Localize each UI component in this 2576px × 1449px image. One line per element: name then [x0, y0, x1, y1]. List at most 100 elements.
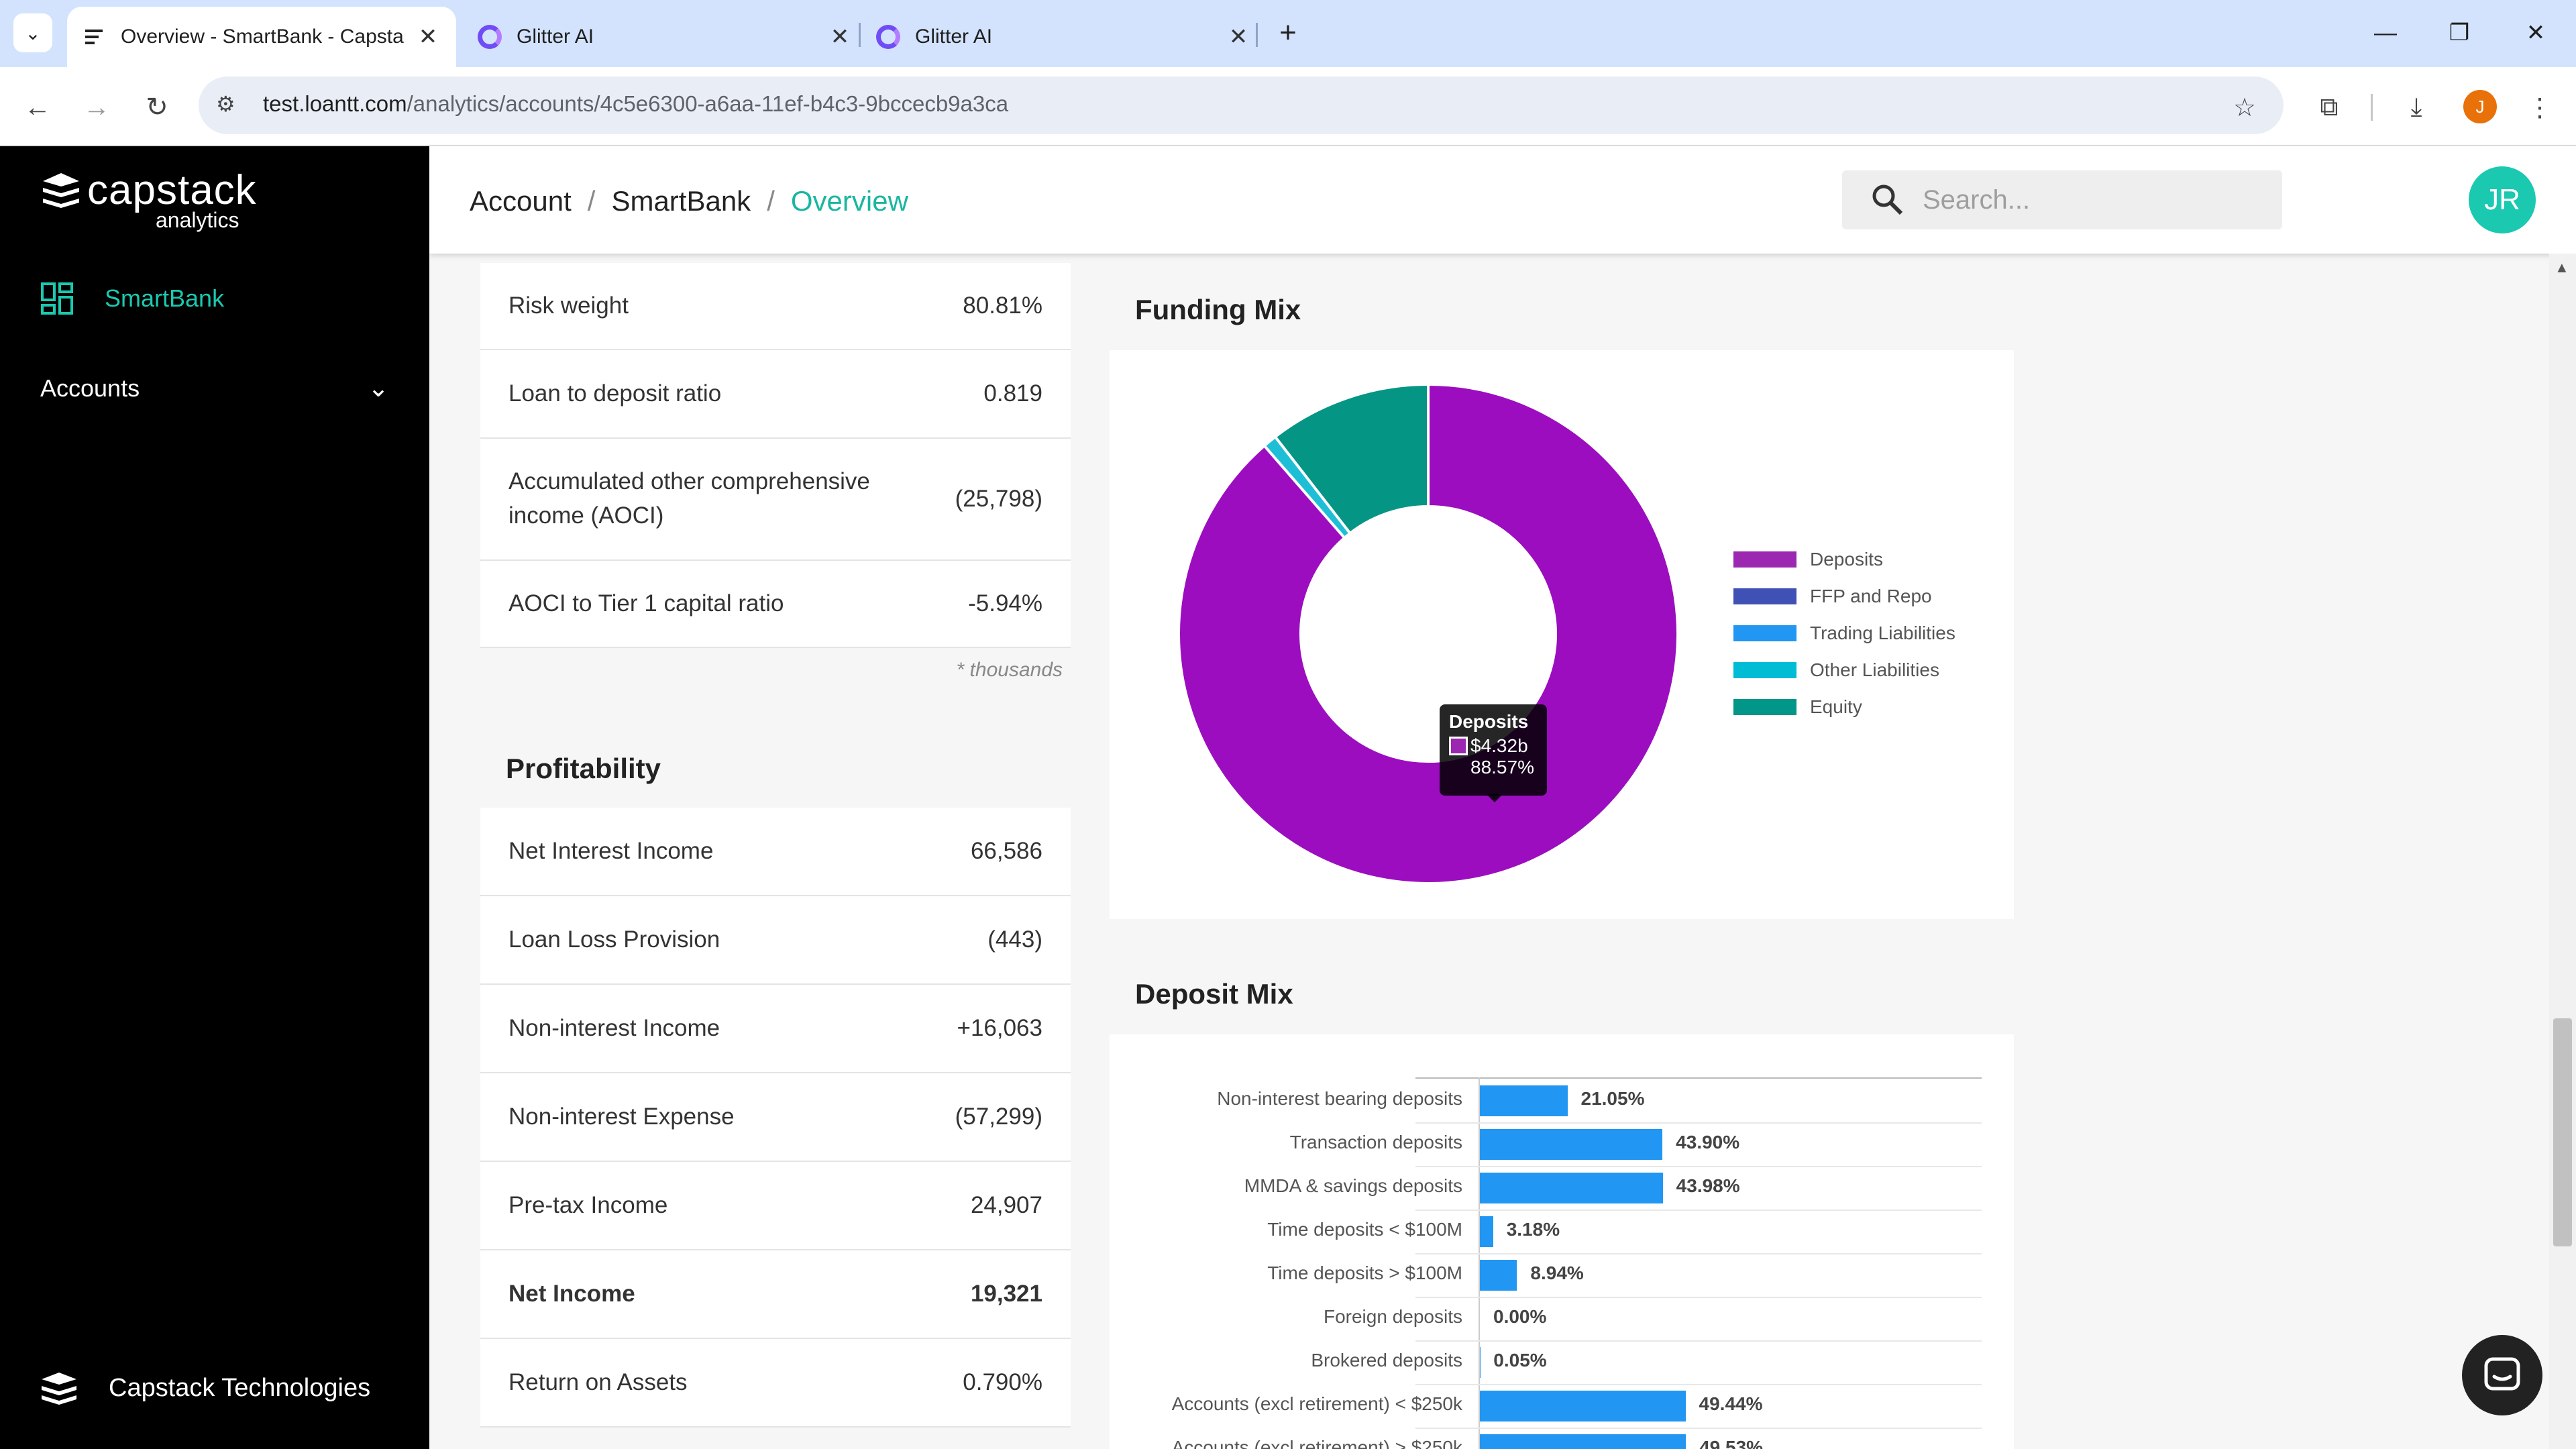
breadcrumb-smartbank[interactable]: SmartBank — [611, 185, 751, 217]
footer-logo-icon — [42, 1373, 76, 1405]
metric-value: -5.94% — [968, 590, 1042, 616]
donut-slice-equity[interactable] — [1273, 382, 1430, 535]
bar-value-label: 8.94% — [1530, 1263, 1584, 1283]
reload-icon[interactable]: ↻ — [146, 93, 168, 122]
profitability-row: Non-interest Income +16,063 — [480, 985, 1071, 1073]
deposit-mix-bar[interactable] — [1480, 1129, 1663, 1160]
tooltip-swatch — [1449, 737, 1468, 755]
chevron-down-icon: ⌄ — [368, 374, 389, 402]
browser-tab-active[interactable]: Overview - SmartBank - Capsta ✕ — [67, 7, 456, 67]
legend-item[interactable]: FFP and Repo — [1733, 586, 1932, 607]
forward-icon[interactable]: → — [83, 92, 110, 122]
sidebar-item-smartbank[interactable]: SmartBank — [40, 282, 224, 315]
bookmark-star-icon[interactable]: ☆ — [2233, 93, 2257, 122]
legend-label: Equity — [1810, 696, 1862, 717]
donut-slice-deposits[interactable] — [1177, 382, 1679, 885]
scroll-up-icon[interactable]: ▲ — [2555, 259, 2569, 276]
metric-label: Net Interest Income — [508, 838, 714, 864]
site-info-icon[interactable]: ⚙ — [216, 92, 235, 116]
url-text[interactable]: test.loantt.com/analytics/accounts/4c5e6… — [263, 91, 1009, 116]
legend-swatch — [1733, 699, 1796, 715]
bar-value-label: 49.44% — [1699, 1393, 1763, 1414]
tab-title: Glitter AI — [517, 25, 594, 48]
metric-value: (25,798) — [955, 486, 1042, 512]
bar-category-label: Transaction deposits — [1289, 1132, 1462, 1152]
page-scrollbar[interactable] — [2549, 254, 2576, 1449]
grid-line — [1415, 1166, 1982, 1167]
tab-close-icon[interactable]: ✕ — [1228, 24, 1248, 50]
metric-label: Accumulated other comprehensive income (… — [508, 468, 870, 529]
profitability-row: Net Income 19,321 — [480, 1250, 1071, 1339]
breadcrumb: Account / SmartBank / Overview — [470, 185, 908, 217]
sidebar-footer[interactable]: Capstack Technologies — [40, 1371, 370, 1405]
breadcrumb-separator: / — [587, 185, 596, 217]
bar-value-label: 43.98% — [1676, 1175, 1740, 1196]
tab-divider — [859, 23, 861, 47]
bar-category-label: Time deposits < $100M — [1267, 1219, 1462, 1240]
funding-mix-donut-chart[interactable] — [1177, 382, 1680, 885]
downloads-icon[interactable]: ⤓ — [2410, 93, 2422, 121]
legend-swatch — [1733, 662, 1796, 678]
scrollbar-thumb[interactable] — [2553, 1018, 2572, 1246]
legend-label: Deposits — [1810, 549, 1883, 570]
back-icon[interactable]: ← — [24, 92, 51, 122]
window-close-icon[interactable]: ✕ — [2526, 20, 2546, 46]
bar-category-label: Non-interest bearing deposits — [1217, 1088, 1462, 1109]
legend-item[interactable]: Other Liabilities — [1733, 659, 1939, 681]
tab-divider — [1256, 23, 1258, 47]
menu-kebab-icon[interactable]: ⋮ — [2527, 93, 2553, 122]
legend-item[interactable]: Deposits — [1733, 549, 1883, 570]
profile-avatar[interactable]: J — [2463, 90, 2497, 123]
search-placeholder: Search... — [1923, 185, 2031, 215]
sidebar-item-accounts[interactable]: Accounts ⌄ — [40, 373, 389, 403]
legend-label: Other Liabilities — [1810, 659, 1939, 680]
address-bar[interactable] — [199, 76, 2284, 134]
capstack-favicon-icon — [82, 25, 106, 49]
bar-value-label: 0.05% — [1493, 1350, 1547, 1371]
restore-icon[interactable]: ❐ — [2449, 20, 2470, 46]
grid-line — [1415, 1384, 1982, 1385]
breadcrumb-separator: / — [767, 185, 775, 217]
logo-stack-icon — [43, 173, 79, 208]
metric-row: Accumulated other comprehensive income (… — [480, 439, 1071, 561]
chart-tooltip: Deposits $4.32b 88.57% — [1440, 704, 1547, 796]
deposit-mix-bar[interactable] — [1480, 1391, 1686, 1421]
capstack-logo[interactable]: capstack analytics — [40, 166, 257, 232]
deposit-mix-bar[interactable] — [1480, 1434, 1686, 1449]
tab-close-icon[interactable]: ✕ — [830, 24, 850, 50]
deposit-mix-bar[interactable] — [1480, 1216, 1493, 1247]
metric-value: 24,907 — [970, 1192, 1042, 1218]
user-avatar[interactable]: JR — [2469, 166, 2536, 233]
grid-line — [1415, 1340, 1982, 1342]
bar-value-label: 49.53% — [1699, 1437, 1764, 1449]
new-tab-icon[interactable]: + — [1279, 16, 1297, 49]
bar-category-label: Accounts (excl retirement) < $250k — [1171, 1393, 1462, 1414]
metric-value: +16,063 — [957, 1015, 1043, 1041]
browser-tab[interactable]: Glitter AI ✕ — [876, 7, 1252, 67]
legend-item[interactable]: Equity — [1733, 696, 1862, 718]
minimize-icon[interactable]: — — [2374, 19, 2397, 46]
tab-close-icon[interactable]: ✕ — [418, 24, 438, 50]
grid-line — [1415, 1122, 1982, 1124]
search-input[interactable] — [1842, 170, 2282, 229]
chat-launcher-button[interactable] — [2462, 1335, 2542, 1415]
glitter-favicon-icon — [876, 25, 900, 49]
toolbar-divider — [2371, 94, 2373, 121]
deposit-mix-bar[interactable] — [1480, 1173, 1663, 1203]
browser-tab[interactable]: Glitter AI ✕ — [478, 7, 853, 67]
deposit-mix-bar[interactable] — [1480, 1260, 1517, 1291]
extensions-icon[interactable]: ⧉ — [2320, 93, 2339, 121]
breadcrumb-account[interactable]: Account — [470, 185, 572, 217]
bar-category-label: Brokered deposits — [1311, 1350, 1462, 1371]
bar-value-label: 0.00% — [1493, 1306, 1547, 1327]
metric-label: Risk weight — [508, 292, 629, 319]
tooltip-percent: 88.57% — [1470, 757, 1534, 777]
metric-label: Return on Assets — [508, 1369, 688, 1395]
legend-label: FFP and Repo — [1810, 586, 1932, 606]
legend-item[interactable]: Trading Liabilities — [1733, 623, 1955, 644]
chart-y-axis — [1479, 1077, 1480, 1449]
bar-value-label: 21.05% — [1580, 1088, 1645, 1109]
tab-search-dropdown-icon[interactable]: ⌄ — [13, 13, 52, 52]
deposit-mix-bar[interactable] — [1480, 1085, 1568, 1116]
legend-swatch — [1733, 625, 1796, 641]
